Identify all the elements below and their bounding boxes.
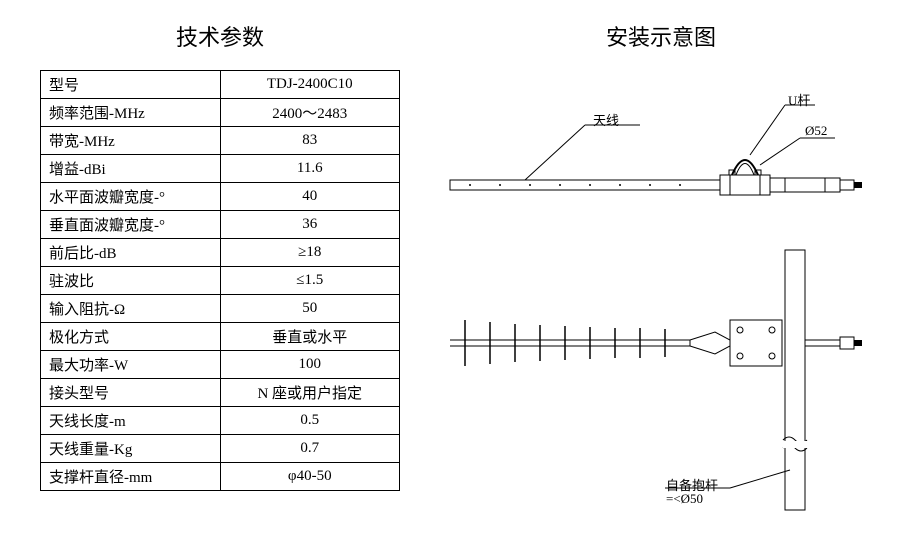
spec-value: 100	[220, 351, 400, 379]
spec-label: 垂直面波瓣宽度-°	[41, 211, 221, 239]
spec-value: 11.6	[220, 155, 400, 183]
spec-label: 接头型号	[41, 379, 221, 407]
installation-diagram: 天线 U杆 Ø52 自备抱杆 =<Ø50	[430, 70, 890, 530]
spec-value: ≤1.5	[220, 267, 400, 295]
table-row: 天线重量-Kg0.7	[41, 435, 400, 463]
spec-label: 极化方式	[41, 323, 221, 351]
table-row: 型号TDJ-2400C10	[41, 71, 400, 99]
spec-value: TDJ-2400C10	[220, 71, 400, 99]
spec-title: 技术参数	[40, 20, 400, 52]
table-row: 带宽-MHz83	[41, 127, 400, 155]
spec-label: 带宽-MHz	[41, 127, 221, 155]
diagram-svg	[430, 70, 890, 530]
spec-value: 36	[220, 211, 400, 239]
spec-label: 最大功率-W	[41, 351, 221, 379]
spec-label: 型号	[41, 71, 221, 99]
spec-label: 水平面波瓣宽度-°	[41, 183, 221, 211]
spec-value: N 座或用户指定	[220, 379, 400, 407]
spec-label: 频率范围-MHz	[41, 99, 221, 127]
spec-value: 83	[220, 127, 400, 155]
table-row: 输入阻抗-Ω50	[41, 295, 400, 323]
spec-value: φ40-50	[220, 463, 400, 491]
spec-value: 0.5	[220, 407, 400, 435]
table-row: 频率范围-MHz2400～2483	[41, 99, 400, 127]
table-row: 驻波比≤1.5	[41, 267, 400, 295]
label-ubolt: U杆	[788, 90, 810, 109]
table-row: 最大功率-W100	[41, 351, 400, 379]
spec-panel: 技术参数 型号TDJ-2400C10频率范围-MHz2400～2483带宽-MH…	[0, 0, 430, 536]
diagram-panel: 安装示意图	[430, 0, 912, 536]
diagram-title: 安装示意图	[430, 20, 892, 52]
spec-value: 0.7	[220, 435, 400, 463]
table-row: 极化方式垂直或水平	[41, 323, 400, 351]
spec-table: 型号TDJ-2400C10频率范围-MHz2400～2483带宽-MHz83增益…	[40, 70, 400, 491]
table-row: 接头型号N 座或用户指定	[41, 379, 400, 407]
spec-label: 驻波比	[41, 267, 221, 295]
spec-label: 增益-dBi	[41, 155, 221, 183]
spec-label: 支撑杆直径-mm	[41, 463, 221, 491]
label-antenna: 天线	[593, 110, 619, 129]
spec-value: 50	[220, 295, 400, 323]
spec-label: 天线长度-m	[41, 407, 221, 435]
label-self-pole-note: =<Ø50	[666, 491, 703, 507]
table-row: 天线长度-m0.5	[41, 407, 400, 435]
spec-value: 40	[220, 183, 400, 211]
spec-label: 天线重量-Kg	[41, 435, 221, 463]
spec-value: 2400～2483	[220, 99, 400, 127]
table-row: 增益-dBi11.6	[41, 155, 400, 183]
spec-value: 垂直或水平	[220, 323, 400, 351]
spec-label: 前后比-dB	[41, 239, 221, 267]
table-row: 垂直面波瓣宽度-°36	[41, 211, 400, 239]
label-diameter-top: Ø52	[805, 123, 827, 139]
spec-value: ≥18	[220, 239, 400, 267]
spec-label: 输入阻抗-Ω	[41, 295, 221, 323]
table-row: 支撑杆直径-mmφ40-50	[41, 463, 400, 491]
table-row: 水平面波瓣宽度-°40	[41, 183, 400, 211]
table-row: 前后比-dB≥18	[41, 239, 400, 267]
